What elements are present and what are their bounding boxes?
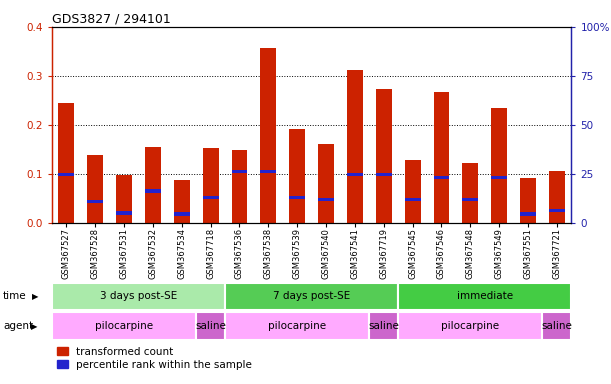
- Bar: [52, 312, 196, 340]
- Bar: [318, 144, 334, 223]
- Bar: [369, 312, 398, 340]
- Bar: [232, 150, 247, 223]
- Text: ▶: ▶: [31, 321, 37, 331]
- Bar: [491, 108, 507, 223]
- Bar: [59, 103, 75, 223]
- Bar: [376, 89, 392, 223]
- Text: saline: saline: [195, 321, 226, 331]
- Text: immediate: immediate: [456, 291, 513, 301]
- Bar: [52, 283, 225, 310]
- Bar: [289, 195, 305, 199]
- Bar: [463, 163, 478, 223]
- Text: GDS3827 / 294101: GDS3827 / 294101: [52, 13, 170, 26]
- Bar: [404, 197, 420, 201]
- Bar: [145, 189, 161, 193]
- Text: saline: saline: [368, 321, 399, 331]
- Bar: [87, 155, 103, 223]
- Bar: [318, 197, 334, 201]
- Bar: [260, 48, 276, 223]
- Bar: [549, 171, 565, 223]
- Text: agent: agent: [3, 321, 33, 331]
- Bar: [347, 70, 363, 223]
- Bar: [232, 170, 247, 173]
- Bar: [225, 283, 398, 310]
- Bar: [398, 312, 543, 340]
- Bar: [174, 212, 189, 216]
- Bar: [145, 147, 161, 223]
- Text: pilocarpine: pilocarpine: [95, 321, 153, 331]
- Bar: [174, 180, 189, 223]
- Bar: [434, 176, 449, 179]
- Bar: [491, 176, 507, 179]
- Bar: [116, 211, 132, 215]
- Bar: [59, 173, 75, 177]
- Text: 3 days post-SE: 3 days post-SE: [100, 291, 177, 301]
- Bar: [116, 175, 132, 223]
- Bar: [520, 178, 536, 223]
- Bar: [225, 312, 369, 340]
- Bar: [434, 91, 449, 223]
- Bar: [203, 148, 219, 223]
- Bar: [520, 212, 536, 216]
- Bar: [87, 200, 103, 204]
- Text: ▶: ▶: [32, 292, 39, 301]
- Bar: [543, 312, 571, 340]
- Legend: transformed count, percentile rank within the sample: transformed count, percentile rank withi…: [57, 347, 252, 370]
- Bar: [376, 173, 392, 177]
- Bar: [463, 197, 478, 201]
- Text: pilocarpine: pilocarpine: [268, 321, 326, 331]
- Bar: [347, 173, 363, 177]
- Bar: [203, 195, 219, 199]
- Bar: [398, 283, 571, 310]
- Text: time: time: [3, 291, 27, 301]
- Text: pilocarpine: pilocarpine: [441, 321, 499, 331]
- Text: 7 days post-SE: 7 days post-SE: [273, 291, 350, 301]
- Bar: [260, 170, 276, 173]
- Bar: [289, 129, 305, 223]
- Text: saline: saline: [541, 321, 573, 331]
- Bar: [549, 209, 565, 212]
- Bar: [196, 312, 225, 340]
- Bar: [404, 160, 420, 223]
